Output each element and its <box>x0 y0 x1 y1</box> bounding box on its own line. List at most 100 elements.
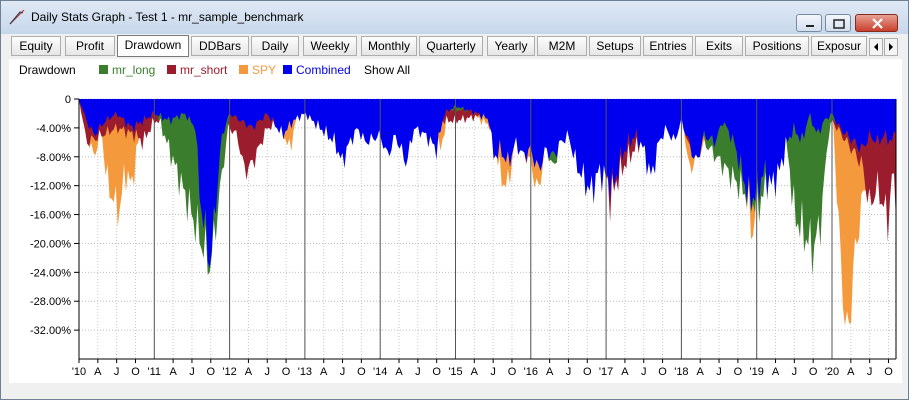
title-bar[interactable]: Daily Stats Graph - Test 1 - mr_sample_b… <box>1 1 908 34</box>
x-tick-label-year: '10 <box>72 366 86 378</box>
legend-label: Combined <box>296 63 351 77</box>
maximize-button[interactable] <box>825 14 851 32</box>
x-tick-label-year: '16 <box>524 366 538 378</box>
x-tick-label-month: O <box>206 366 215 378</box>
x-tick-label-year: '18 <box>674 366 688 378</box>
tab-positions[interactable]: Positions <box>745 36 809 56</box>
x-tick-label-year: '13 <box>298 366 312 378</box>
maximize-icon <box>833 19 845 29</box>
tab-monthly[interactable]: Monthly <box>361 36 417 56</box>
x-tick-label-year: '17 <box>599 366 613 378</box>
legend-swatch <box>99 65 108 74</box>
app-graph-icon <box>9 9 25 25</box>
x-tick-label-month: J <box>566 366 572 378</box>
x-tick-label-month: A <box>471 366 479 378</box>
x-tick-label-month: A <box>395 366 403 378</box>
x-tick-label-month: O <box>583 366 592 378</box>
x-tick-label-year: '19 <box>750 366 764 378</box>
x-tick-label-month: A <box>169 366 177 378</box>
y-tick-label: -32.00% <box>30 325 71 337</box>
y-tick-label: -24.00% <box>30 267 71 279</box>
tab-ddbars[interactable]: DDBars <box>191 36 249 56</box>
y-tick-label: -8.00% <box>36 152 71 164</box>
x-tick-label-month: J <box>264 366 270 378</box>
x-tick-label-month: J <box>415 366 421 378</box>
legend-swatch <box>167 65 176 74</box>
tab-exposure[interactable]: Exposur <box>811 36 867 56</box>
x-tick-label-month: A <box>245 366 253 378</box>
legend-label: mr_long <box>112 63 156 77</box>
x-tick-label-year: '11 <box>148 366 162 378</box>
tab-m2m[interactable]: M2M <box>537 36 587 56</box>
x-tick-label-month: O <box>357 366 366 378</box>
x-tick-label-month: O <box>432 366 441 378</box>
x-tick-label-month: O <box>282 366 291 378</box>
x-tick-label-month: J <box>792 366 798 378</box>
x-tick-label-month: O <box>809 366 818 378</box>
y-tick-label: -20.00% <box>30 238 71 250</box>
tab-weekly[interactable]: Weekly <box>303 36 357 56</box>
tab-scroll-right-button[interactable] <box>884 38 898 56</box>
x-tick-label-month: A <box>621 366 629 378</box>
x-tick-label-month: J <box>114 366 120 378</box>
legend-swatch <box>283 65 292 74</box>
legend-item-combined[interactable]: Combined <box>283 63 351 77</box>
y-tick-label: -12.00% <box>30 181 71 193</box>
tab-quarterly[interactable]: Quarterly <box>419 36 483 56</box>
x-tick-label-month: O <box>884 366 893 378</box>
minimize-button[interactable] <box>796 14 822 32</box>
series-area-combined <box>79 99 896 269</box>
legend-item-mr-short[interactable]: mr_short <box>167 63 227 77</box>
x-tick-label-month: J <box>490 366 496 378</box>
window-title: Daily Stats Graph - Test 1 - mr_sample_b… <box>31 10 304 24</box>
tab-daily[interactable]: Daily <box>251 36 299 56</box>
legend-label: SPY <box>252 63 277 77</box>
close-icon <box>872 18 883 29</box>
triangle-right-icon <box>889 43 893 51</box>
tab-equity[interactable]: Equity <box>11 36 61 56</box>
x-tick-label-month: O <box>508 366 517 378</box>
legend-item-mr-long[interactable]: mr_long <box>99 63 155 77</box>
x-tick-label-month: J <box>340 366 346 378</box>
y-tick-label: -4.00% <box>36 123 71 135</box>
tab-setups[interactable]: Setups <box>589 36 641 56</box>
tab-bar: Equity Profit Drawdown DDBars Daily Week… <box>9 35 902 58</box>
tab-drawdown[interactable]: Drawdown <box>117 35 189 57</box>
x-tick-label-month: J <box>867 366 873 378</box>
x-tick-label-month: A <box>546 366 554 378</box>
x-tick-label-month: O <box>131 366 140 378</box>
legend-label: mr_short <box>180 63 228 77</box>
y-tick-label: 0 <box>65 94 71 106</box>
x-tick-label-month: A <box>94 366 102 378</box>
legend-title: Drawdown <box>19 63 76 77</box>
tab-entries[interactable]: Entries <box>643 36 693 56</box>
x-tick-label-year: '15 <box>448 366 462 378</box>
x-tick-label-month: A <box>320 366 328 378</box>
x-tick-label-month: J <box>641 366 647 378</box>
drawdown-chart: 0 -4.00% -8.00% -12.00% -16.00% -20.00% -24.00… <box>30 94 897 378</box>
close-button[interactable] <box>855 14 898 32</box>
legend-item-spy[interactable]: SPY <box>239 63 276 77</box>
tab-yearly[interactable]: Yearly <box>487 36 535 56</box>
tab-exits[interactable]: Exits <box>695 36 743 56</box>
tab-scroll-left-button[interactable] <box>869 38 883 56</box>
tab-profit[interactable]: Profit <box>65 36 115 56</box>
x-tick-label-month: O <box>658 366 667 378</box>
minimize-icon <box>806 25 814 27</box>
x-tick-label-month: A <box>847 366 855 378</box>
x-tick-label-month: J <box>716 366 722 378</box>
show-all-link[interactable]: Show All <box>364 63 411 77</box>
y-tick-label: -16.00% <box>30 210 71 222</box>
x-tick-label-month: A <box>697 366 705 378</box>
x-tick-label-month: J <box>189 366 195 378</box>
x-tick-label-year: '14 <box>373 366 387 378</box>
chart-area: 0 -4.00% -8.00% -12.00% -16.00% -20.00% -24.00… <box>9 59 902 383</box>
x-tick-label-year: '12 <box>222 366 236 378</box>
y-tick-label: -28.00% <box>30 296 71 308</box>
legend-swatch <box>239 65 248 74</box>
x-tick-label-month: A <box>772 366 780 378</box>
triangle-left-icon <box>874 43 878 51</box>
x-tick-label-year: '20 <box>825 366 839 378</box>
x-tick-label-month: O <box>734 366 743 378</box>
